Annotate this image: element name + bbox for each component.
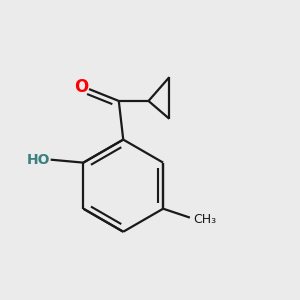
Text: CH₃: CH₃ — [193, 213, 216, 226]
Text: HO: HO — [26, 153, 50, 167]
Text: O: O — [74, 78, 89, 96]
